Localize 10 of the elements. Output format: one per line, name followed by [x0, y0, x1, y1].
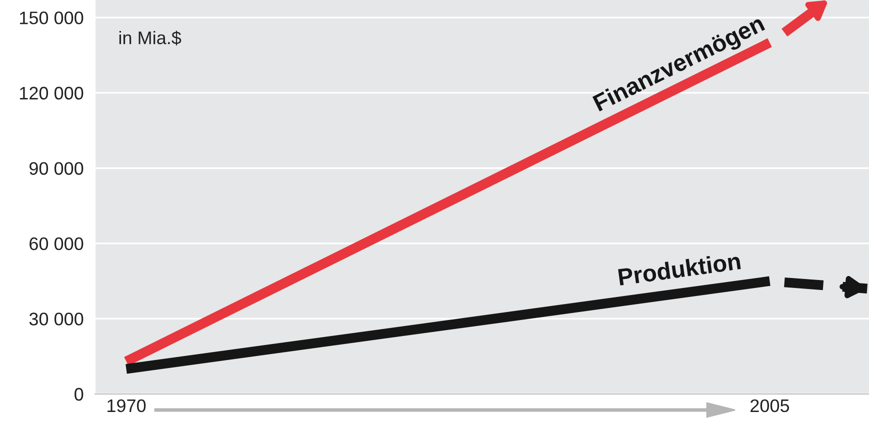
y-tick-label: 30 000 [29, 312, 84, 326]
x-tick-label: 1970 [108, 399, 146, 412]
annotation: in Mia.$ [119, 30, 182, 46]
y-tick-label: 120 000 [20, 86, 84, 100]
y-tick-label: 0 [74, 388, 84, 401]
y-tick-label: 90 000 [30, 162, 84, 175]
y-tick-label: 60 000 [30, 237, 84, 250]
y-tick-label: 150 000 [20, 12, 84, 24]
x-tick-label: 2005 [750, 399, 790, 412]
text: Produktion [618, 252, 741, 286]
